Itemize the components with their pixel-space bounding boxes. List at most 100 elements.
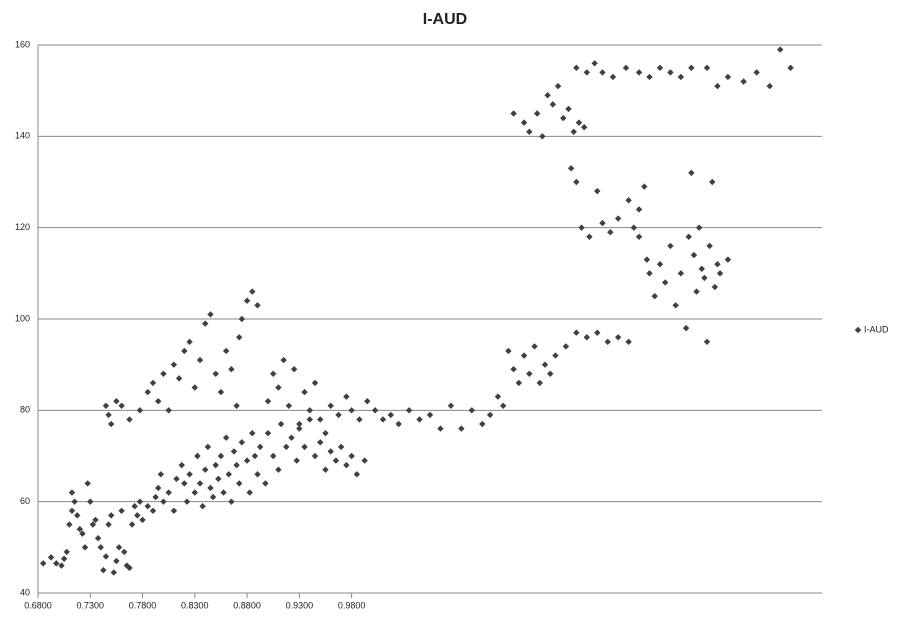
point — [288, 434, 295, 441]
point — [387, 411, 394, 419]
point — [110, 569, 117, 576]
point — [270, 370, 277, 377]
point — [144, 388, 151, 396]
point — [335, 411, 342, 419]
y-tick-label: 60 — [20, 496, 30, 506]
point — [594, 187, 601, 195]
point — [186, 338, 193, 346]
point — [322, 466, 329, 473]
point — [591, 60, 598, 67]
point — [348, 407, 355, 414]
point — [583, 69, 590, 76]
point — [646, 270, 653, 277]
point — [236, 480, 243, 487]
point — [586, 233, 593, 240]
point — [285, 402, 293, 409]
point — [635, 69, 643, 76]
point — [599, 69, 606, 76]
point — [667, 242, 674, 250]
point — [113, 557, 120, 565]
point — [510, 366, 517, 373]
point — [520, 352, 528, 359]
point — [107, 420, 115, 428]
point — [651, 292, 658, 300]
point — [105, 411, 112, 419]
point — [84, 480, 91, 487]
point — [776, 46, 784, 53]
chart-title: I-AUD — [423, 11, 467, 28]
point — [565, 105, 572, 113]
point — [155, 484, 162, 492]
point — [656, 64, 664, 72]
point — [212, 461, 219, 469]
point — [236, 334, 243, 341]
point — [332, 457, 340, 464]
point — [554, 82, 562, 90]
point — [405, 407, 413, 414]
point — [215, 475, 222, 483]
point — [709, 178, 716, 186]
legend-marker — [854, 326, 862, 334]
point — [149, 379, 157, 387]
point — [416, 416, 423, 423]
legend-label: I-AUD — [864, 324, 889, 334]
point — [787, 64, 794, 72]
point — [766, 82, 773, 90]
point — [635, 233, 643, 240]
point — [356, 416, 363, 423]
point — [693, 288, 700, 295]
point — [468, 407, 476, 414]
point — [539, 133, 546, 140]
x-tick-label: 0.7300 — [77, 600, 105, 610]
point — [622, 64, 630, 72]
point — [641, 183, 648, 190]
point — [157, 471, 165, 478]
point — [536, 379, 543, 387]
point — [196, 480, 204, 487]
x-tick-label: 0.9300 — [286, 600, 314, 610]
point — [204, 443, 212, 451]
point — [296, 420, 303, 428]
point — [68, 489, 76, 496]
point — [515, 379, 523, 387]
point — [222, 347, 230, 355]
point — [191, 384, 198, 391]
point — [573, 64, 580, 72]
point — [107, 512, 115, 519]
point — [66, 521, 73, 528]
point — [181, 480, 188, 487]
point — [306, 407, 313, 414]
point — [371, 407, 379, 414]
point — [94, 535, 102, 542]
point — [81, 544, 89, 551]
point — [264, 398, 272, 405]
point — [643, 256, 651, 263]
point — [688, 169, 695, 177]
point — [270, 452, 277, 460]
point — [714, 82, 721, 90]
point — [222, 434, 230, 441]
point — [165, 407, 172, 414]
point — [311, 452, 319, 460]
point — [134, 512, 141, 519]
point — [306, 416, 313, 423]
point — [126, 416, 133, 423]
point — [126, 564, 133, 572]
point — [541, 361, 549, 368]
point — [547, 370, 554, 377]
point — [212, 370, 219, 377]
point — [714, 261, 721, 268]
point — [690, 251, 698, 259]
point — [293, 457, 300, 464]
point — [264, 429, 272, 437]
point — [724, 73, 732, 81]
x-tick-label: 0.6800 — [24, 600, 52, 610]
point — [149, 507, 157, 514]
point — [230, 448, 238, 455]
point — [311, 379, 319, 387]
point — [437, 425, 444, 432]
point — [233, 461, 240, 469]
point — [178, 461, 185, 469]
y-tick-label: 120 — [15, 222, 30, 232]
point — [183, 498, 191, 505]
